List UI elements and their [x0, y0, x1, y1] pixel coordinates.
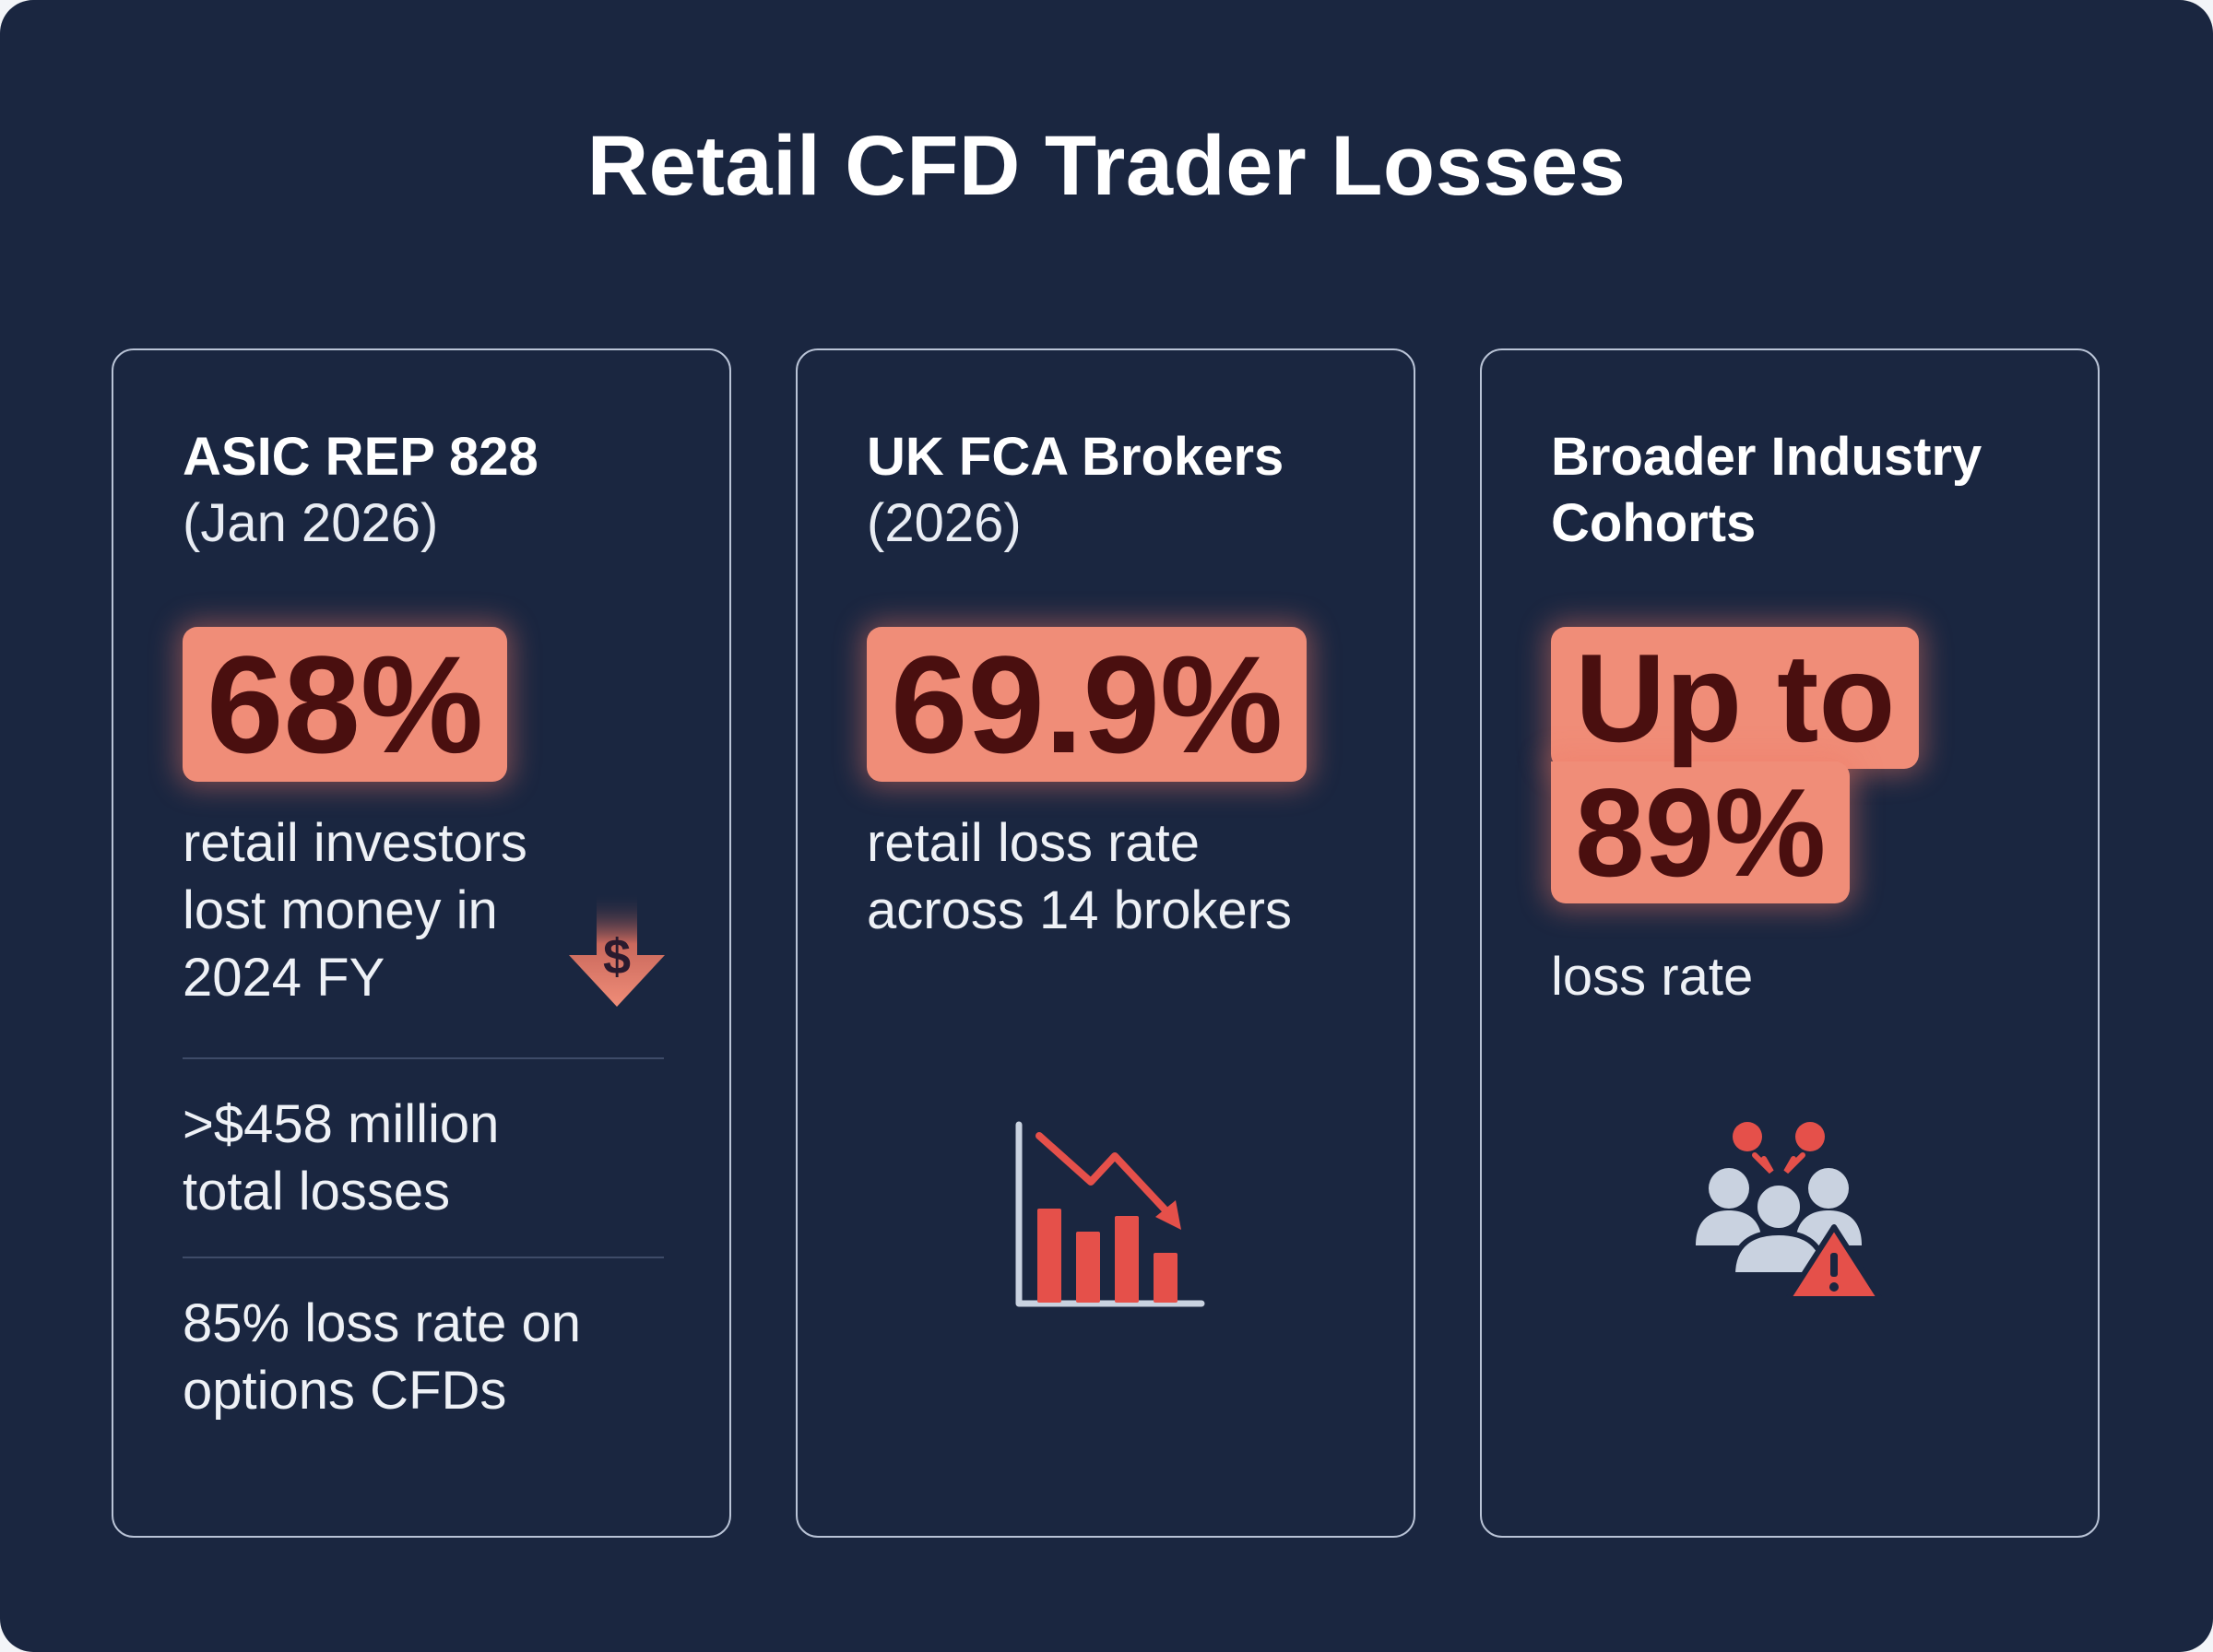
card-heading: UK FCA Brokers (2026): [867, 424, 1377, 557]
total-losses-text: >$458 million total losses: [183, 1091, 499, 1225]
page-title: Retail CFD Trader Losses: [586, 119, 1627, 213]
stat-description-line: across 14 brokers: [867, 880, 1292, 940]
card-heading-date: (Jan 2026): [183, 493, 439, 553]
divider: [183, 1257, 664, 1258]
options-loss-line: 85% loss rate on: [183, 1293, 582, 1353]
stat-description: retail investors lost money in 2024 FY: [183, 809, 527, 1011]
card-asic: ASIC REP 828 (Jan 2026) 68% retail inves…: [112, 348, 731, 1538]
stat-description: loss rate: [1551, 947, 1754, 1007]
card-broader-industry: Broader Industry Cohorts Up to 89% loss …: [1480, 348, 2100, 1538]
card-heading-title: ASIC REP 828: [183, 427, 538, 487]
card-uk-fca: UK FCA Brokers (2026) 69.9% retail loss …: [796, 348, 1415, 1538]
stat-highlight: 68%: [183, 627, 508, 782]
options-loss-line: options CFDs: [183, 1361, 507, 1421]
card-heading-title-line: Cohorts: [1551, 493, 1757, 553]
stat-description-line: 2024 FY: [183, 948, 385, 1008]
card-heading-date: (2026): [867, 493, 1022, 553]
total-losses-line: >$458 million: [183, 1094, 500, 1154]
card-heading: ASIC REP 828 (Jan 2026): [183, 424, 692, 557]
stat-description-line: retail investors: [183, 813, 527, 873]
stat-description-line: lost money in: [183, 880, 498, 940]
card-heading-title: UK FCA Brokers: [867, 427, 1284, 487]
people-warning-icon: [1696, 1122, 1883, 1302]
declining-bar-chart-icon: [1015, 1121, 1205, 1307]
stat-highlight-line: 89%: [1551, 761, 1851, 903]
stat-description: retail loss rate across 14 brokers: [867, 809, 1292, 944]
stat-description-line: retail loss rate: [867, 813, 1201, 873]
dollar-down-arrow-icon: $: [569, 892, 665, 1007]
total-losses-line: total losses: [183, 1162, 451, 1221]
stat-highlight: 69.9%: [867, 627, 1308, 782]
stat-highlight: Up to 89%: [1551, 627, 1920, 903]
svg-text:$: $: [603, 929, 631, 985]
card-heading-title-line: Broader Industry: [1551, 427, 1982, 487]
stat-highlight-line: Up to: [1551, 627, 1920, 769]
card-heading: Broader Industry Cohorts: [1551, 424, 2061, 557]
options-loss-text: 85% loss rate on options CFDs: [183, 1290, 581, 1424]
divider: [183, 1057, 664, 1059]
